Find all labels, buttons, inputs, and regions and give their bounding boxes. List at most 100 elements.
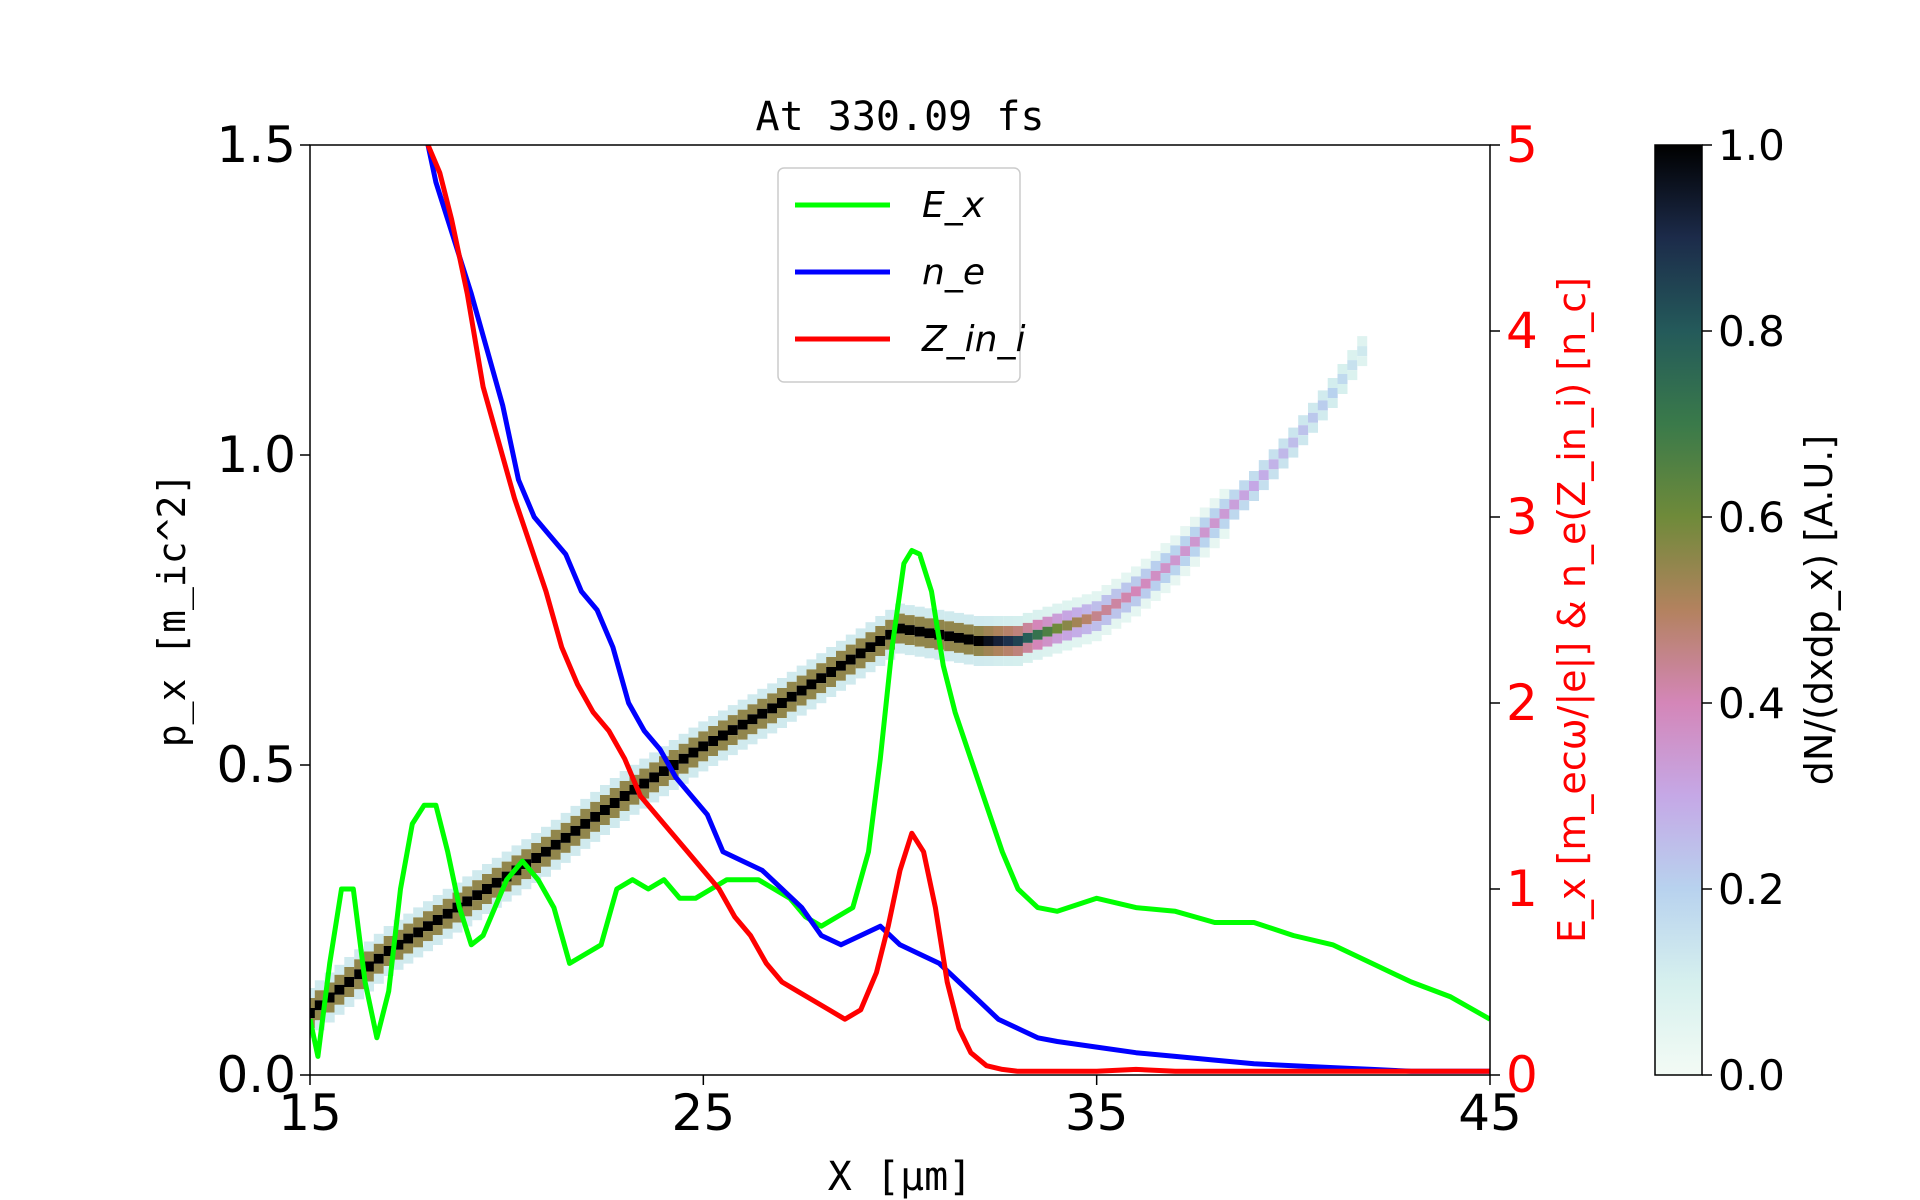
heatmap-cell — [1101, 585, 1112, 595]
heatmap-cell — [403, 943, 414, 954]
y-right-tick-label: 2 — [1506, 674, 1538, 732]
heatmap-cell — [482, 874, 492, 884]
heatmap-cell — [541, 826, 551, 837]
heatmap-cell — [432, 915, 443, 925]
heatmap-cell — [1101, 615, 1112, 625]
heatmap-cell — [855, 658, 866, 669]
heatmap-cell — [1180, 546, 1191, 557]
heatmap-cell — [541, 846, 551, 857]
heatmap-cell — [482, 894, 492, 904]
heatmap-cell — [1042, 646, 1053, 657]
heatmap-cell — [698, 741, 709, 752]
heatmap-cell — [688, 747, 699, 758]
heatmap-cell — [501, 861, 512, 872]
heatmap-cell — [993, 656, 1004, 666]
heatmap-cell — [314, 980, 325, 991]
heatmap-cell — [1278, 438, 1289, 449]
heatmap-cell — [1160, 553, 1171, 564]
legend-box — [777, 167, 1021, 383]
heatmap-cell — [649, 782, 660, 793]
heatmap-cell — [1121, 592, 1132, 603]
heatmap-cell — [659, 776, 669, 787]
heatmap-cell — [963, 624, 974, 635]
heatmap-cell — [354, 969, 365, 980]
heatmap-cell — [354, 979, 365, 990]
heatmap-cell — [373, 953, 384, 964]
heatmap-cell — [1150, 590, 1161, 601]
heatmap-cell — [855, 638, 866, 649]
heatmap-cell — [550, 859, 561, 870]
heatmap-cell — [826, 677, 837, 687]
heatmap-cell — [423, 901, 433, 912]
heatmap-cell — [1121, 582, 1132, 593]
heatmap-cell — [1022, 642, 1033, 653]
heatmap-cell — [1052, 623, 1063, 634]
heatmap-cell — [1357, 356, 1368, 367]
heatmap-cell — [462, 896, 473, 907]
heatmap-cell — [737, 729, 748, 740]
heatmap-cell — [511, 855, 522, 866]
heatmap-cell — [806, 689, 817, 700]
heatmap-cell — [826, 657, 837, 667]
colorbar-axis: 0.0 0.2 0.4 0.6 0.8 1.0 — [1702, 121, 1785, 1100]
heatmap-cell — [1288, 447, 1299, 458]
heatmap-cell — [777, 708, 787, 718]
heatmap-cell — [541, 866, 551, 877]
heatmap-cell — [580, 808, 591, 819]
heatmap-cell — [1003, 636, 1014, 646]
heatmap-cell — [1091, 631, 1102, 642]
heatmap-cell — [1170, 545, 1181, 556]
heatmap-cell — [600, 825, 610, 835]
heatmap-cell — [462, 916, 473, 927]
heatmap-cell — [531, 833, 542, 843]
heatmap-cell — [806, 659, 817, 670]
heatmap-cell — [1347, 360, 1358, 371]
heatmap-cell — [364, 951, 374, 962]
heatmap-cell — [472, 870, 483, 881]
heatmap-cell — [1199, 537, 1210, 548]
heatmap-cell — [1062, 640, 1073, 651]
x-tick-label: 15 — [278, 1084, 342, 1142]
heatmap-cell — [954, 642, 964, 653]
heatmap-cell — [1013, 646, 1023, 656]
heatmap-cell — [334, 974, 345, 985]
heatmap-cell — [314, 1000, 325, 1011]
colorbar-tick-label: 0.6 — [1718, 493, 1785, 542]
heatmap-cell — [432, 925, 443, 935]
heatmap-cell — [678, 743, 689, 754]
heatmap-cell — [836, 680, 846, 691]
heatmap-cell — [344, 987, 355, 997]
heatmap-cell — [1327, 388, 1338, 398]
colorbar-tick-label: 0.8 — [1718, 307, 1785, 356]
heatmap-cell — [904, 615, 915, 626]
heatmap-cell — [619, 801, 630, 811]
heatmap-cell — [1347, 370, 1358, 381]
chart-title: At 330.09 fs — [756, 94, 1045, 140]
heatmap-cell — [442, 888, 453, 899]
colorbar-tick-label: 1.0 — [1718, 121, 1785, 170]
heatmap-cell — [354, 959, 365, 970]
heatmap-cell — [560, 832, 571, 843]
heatmap-cell — [462, 886, 473, 897]
heatmap-cell — [678, 733, 689, 744]
heatmap-cell — [364, 971, 374, 982]
heatmap-cell — [983, 656, 994, 666]
heatmap-cell — [1032, 629, 1043, 640]
heatmap-cell — [855, 648, 866, 659]
heatmap-cell — [698, 761, 709, 772]
heatmap-cell — [1101, 625, 1112, 635]
legend-label-ne: n_e — [922, 252, 985, 293]
heatmap-cell — [442, 898, 453, 909]
heatmap-cell — [393, 929, 404, 940]
heatmap-cell — [590, 831, 601, 842]
legend: E_x n_e Z_in_i — [777, 167, 1025, 383]
heatmap-cell — [531, 843, 542, 853]
heatmap-cell — [885, 629, 896, 640]
heatmap-cell — [423, 931, 433, 942]
heatmap-cell — [432, 895, 443, 905]
heatmap-cell — [954, 632, 964, 643]
heatmap-cell — [1209, 518, 1220, 529]
heatmap-cell — [393, 949, 404, 960]
heatmap-cell — [777, 678, 787, 688]
heatmap-cell — [983, 626, 994, 636]
